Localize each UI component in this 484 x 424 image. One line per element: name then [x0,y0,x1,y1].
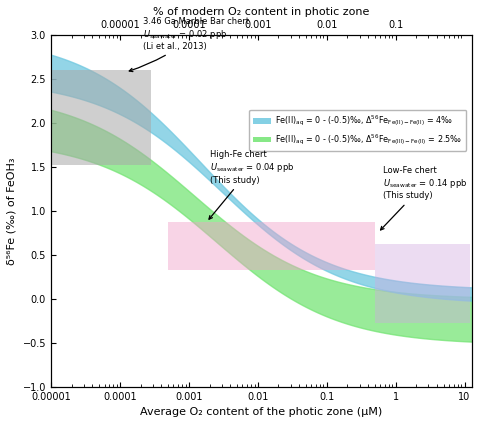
Legend: Fe(II)$_\mathregular{aq}$ = 0 - (-0.5)‰, $\Delta^{56}$Fe$_\mathregular{Fe(II)-Fe: Fe(II)$_\mathregular{aq}$ = 0 - (-0.5)‰,… [249,110,466,151]
X-axis label: Average O₂ content of the photic zone (μM): Average O₂ content of the photic zone (μ… [140,407,383,417]
Y-axis label: δ⁵⁶Fe (‰) of FeOH₃: δ⁵⁶Fe (‰) of FeOH₃ [7,157,17,265]
Bar [168,221,375,270]
Bar [375,244,470,324]
Text: 3.46 Ga Marble Bar chert
$U_\mathregular{seawater}$ = 0.02 ppb
(Li et al., 2013): 3.46 Ga Marble Bar chert $U_\mathregular… [129,17,250,72]
X-axis label: % of modern O₂ content in photic zone: % of modern O₂ content in photic zone [153,7,370,17]
Bar [51,70,151,165]
Text: Low-Fe chert
$U_\mathregular{seawater}$ = 0.14 ppb
(This study): Low-Fe chert $U_\mathregular{seawater}$ … [380,166,467,230]
Text: High-Fe chert
$U_\mathregular{seawater}$ = 0.04 ppb
(This study): High-Fe chert $U_\mathregular{seawater}$… [209,151,294,219]
